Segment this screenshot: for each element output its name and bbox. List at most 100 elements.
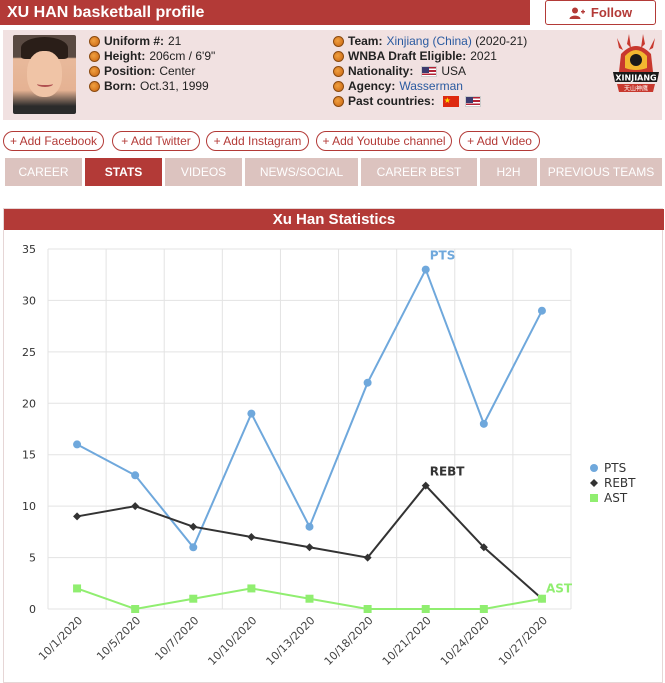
x-tick-label: 10/5/2020 — [94, 614, 143, 663]
series-line-pts — [76, 267, 543, 550]
team-link[interactable]: Xinjiang (China) — [386, 34, 472, 48]
nationality-label: Nationality: — [348, 64, 414, 78]
uniform-label: Uniform #: — [104, 34, 164, 48]
data-point-ast — [363, 605, 372, 613]
basketball-icon — [333, 66, 344, 77]
follow-label: Follow — [590, 5, 633, 20]
team-label: Team: — [348, 34, 383, 48]
player-photo — [13, 35, 76, 114]
data-point-ast — [73, 584, 82, 593]
series-label-pts: PTS — [430, 249, 456, 263]
data-point-ast — [537, 594, 546, 603]
data-point-rebt — [305, 543, 314, 552]
team-logo: XINJIANG 天山神鹰 — [613, 34, 659, 93]
data-point-pts — [131, 471, 140, 480]
x-tick-label: 10/1/2020 — [36, 614, 85, 663]
tab-news-social[interactable]: NEWS/SOCIAL — [245, 158, 358, 186]
usa-flag-icon[interactable] — [464, 96, 481, 107]
data-point-pts — [537, 306, 546, 315]
draft-value: 2021 — [470, 49, 497, 63]
y-tick-label: 35 — [22, 243, 36, 256]
basketball-icon — [89, 36, 100, 47]
data-point-ast — [305, 594, 314, 603]
height-label: Height: — [104, 49, 146, 63]
y-tick-label: 25 — [22, 346, 36, 359]
x-tick-label: 10/27/2020 — [496, 614, 550, 668]
x-tick-label: 10/13/2020 — [264, 614, 318, 668]
nationality-value: USA — [441, 64, 467, 78]
x-tick-label: 10/18/2020 — [322, 614, 376, 668]
add-twitter-button[interactable]: + Add Twitter — [112, 131, 200, 151]
x-tick-label: 10/24/2020 — [438, 614, 492, 668]
data-point-ast — [247, 584, 256, 593]
legend-label-rebt: REBT — [604, 476, 636, 490]
data-point-rebt — [131, 502, 140, 511]
tab-videos[interactable]: VIDEOS — [165, 158, 242, 186]
data-point-pts — [421, 265, 430, 274]
agency-link[interactable]: Wasserman — [399, 79, 463, 93]
tab-career[interactable]: CAREER — [5, 158, 82, 186]
legend-marker-rebt — [590, 479, 598, 487]
draft-label: WNBA Draft Eligible: — [348, 49, 467, 63]
uniform-value: 21 — [168, 34, 182, 48]
series-label-ast: AST — [546, 582, 573, 596]
legend-label-ast: AST — [604, 491, 628, 505]
add-instagram-button[interactable]: + Add Instagram — [206, 131, 309, 151]
profile-info-left: Uniform #: 21 Height: 206cm / 6'9" Positio… — [89, 34, 215, 94]
data-point-rebt — [247, 533, 256, 541]
stats-chart-panel: Xu Han Statistics 0 5 10 15 20 25 30 35 10/1/202… — [3, 208, 664, 683]
profile-info-right: Team: Xinjiang (China) (2020-21) WNBA Dra… — [333, 34, 527, 109]
born-value: Oct.31, 1999 — [140, 79, 209, 93]
x-tick-label: 10/7/2020 — [152, 614, 201, 663]
y-tick-label: 20 — [22, 397, 36, 410]
profile-panel: Uniform #: 21 Height: 206cm / 6'9" Positio… — [3, 30, 662, 120]
data-point-ast — [189, 594, 198, 603]
team-years: (2020-21) — [475, 34, 528, 48]
logo-text: XINJIANG — [615, 74, 656, 83]
data-point-rebt — [479, 543, 488, 552]
series-label-rebt: REBT — [430, 465, 466, 479]
position-label: Position: — [104, 64, 156, 78]
data-point-rebt — [189, 522, 198, 531]
legend-label-pts: PTS — [604, 461, 626, 475]
data-point-rebt — [73, 512, 82, 521]
add-youtube-button[interactable]: + Add Youtube channel — [316, 131, 452, 151]
born-label: Born: — [104, 79, 136, 93]
data-point-pts — [189, 543, 198, 552]
legend-marker-ast — [590, 494, 598, 502]
data-point-ast — [479, 605, 488, 613]
height-value: 206cm / 6'9" — [149, 49, 216, 63]
y-tick-label: 30 — [22, 294, 36, 307]
follow-button[interactable]: Follow — [545, 0, 656, 25]
data-point-pts — [73, 440, 82, 449]
usa-flag-icon — [421, 66, 438, 77]
data-point-pts — [305, 522, 314, 531]
tab-h2h[interactable]: H2H — [480, 158, 537, 186]
logo-subtext: 天山神鹰 — [624, 85, 648, 93]
tab-career-best[interactable]: CAREER BEST — [361, 158, 477, 186]
add-facebook-button[interactable]: + Add Facebook — [3, 131, 104, 151]
chart-title: Xu Han Statistics — [4, 209, 664, 230]
basketball-icon — [333, 36, 344, 47]
stats-line-chart: 0 5 10 15 20 25 30 35 10/1/2020 10/5/2020 10/7/202… — [22, 243, 636, 668]
basketball-icon — [333, 81, 344, 92]
tab-previous-teams[interactable]: PREVIOUS TEAMS — [540, 158, 662, 186]
data-point-pts — [363, 378, 372, 387]
data-point-pts — [479, 419, 488, 428]
data-point-ast — [131, 605, 140, 613]
position-value: Center — [159, 64, 196, 78]
past-countries-label: Past countries: — [348, 94, 435, 108]
basketball-icon — [89, 66, 100, 77]
add-user-icon — [569, 7, 585, 19]
china-flag-icon[interactable] — [442, 93, 459, 108]
data-point-rebt — [363, 553, 372, 562]
data-point-ast — [421, 605, 430, 613]
legend-marker-pts — [590, 464, 598, 472]
basketball-icon — [333, 96, 344, 107]
agency-label: Agency: — [348, 79, 396, 93]
x-tick-label: 10/10/2020 — [205, 614, 259, 668]
add-video-button[interactable]: + Add Video — [459, 131, 540, 151]
series-line-rebt — [76, 484, 543, 600]
x-tick-label: 10/21/2020 — [380, 614, 434, 668]
tab-stats[interactable]: STATS — [85, 158, 162, 186]
